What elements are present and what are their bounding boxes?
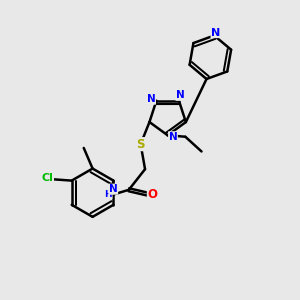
Text: S: S bbox=[136, 138, 145, 151]
Text: O: O bbox=[147, 188, 158, 201]
Text: Cl: Cl bbox=[42, 173, 53, 183]
Text: N: N bbox=[176, 90, 185, 100]
Text: N: N bbox=[169, 132, 177, 142]
Text: H: H bbox=[104, 190, 112, 199]
Text: N: N bbox=[109, 184, 118, 194]
Text: N: N bbox=[147, 94, 155, 104]
Text: N: N bbox=[211, 28, 220, 38]
